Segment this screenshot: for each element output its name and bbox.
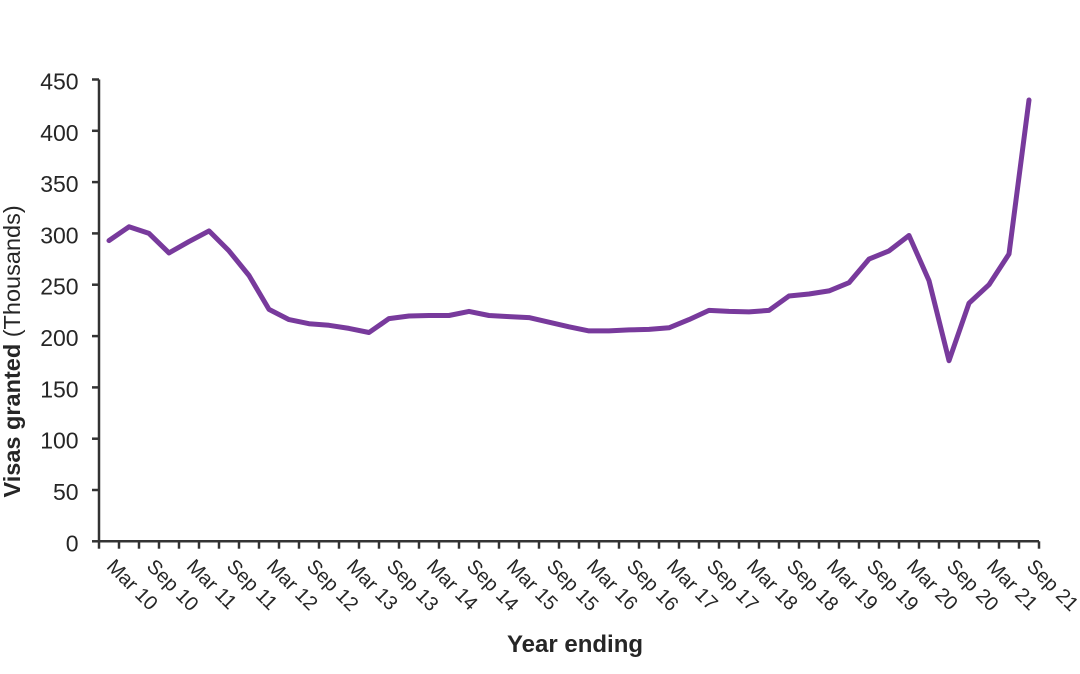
svg-text:250: 250 <box>40 274 78 300</box>
svg-text:350: 350 <box>40 171 78 197</box>
svg-text:150: 150 <box>40 376 78 402</box>
svg-text:Year ending: Year ending <box>507 631 643 658</box>
svg-text:100: 100 <box>40 428 78 454</box>
svg-text:400: 400 <box>40 120 78 146</box>
svg-text:450: 450 <box>40 69 78 95</box>
svg-text:Visas granted (Thousands): Visas granted (Thousands) <box>0 205 25 497</box>
svg-text:50: 50 <box>53 479 79 505</box>
svg-text:200: 200 <box>40 325 78 351</box>
svg-text:0: 0 <box>66 530 79 556</box>
svg-text:300: 300 <box>40 222 78 248</box>
